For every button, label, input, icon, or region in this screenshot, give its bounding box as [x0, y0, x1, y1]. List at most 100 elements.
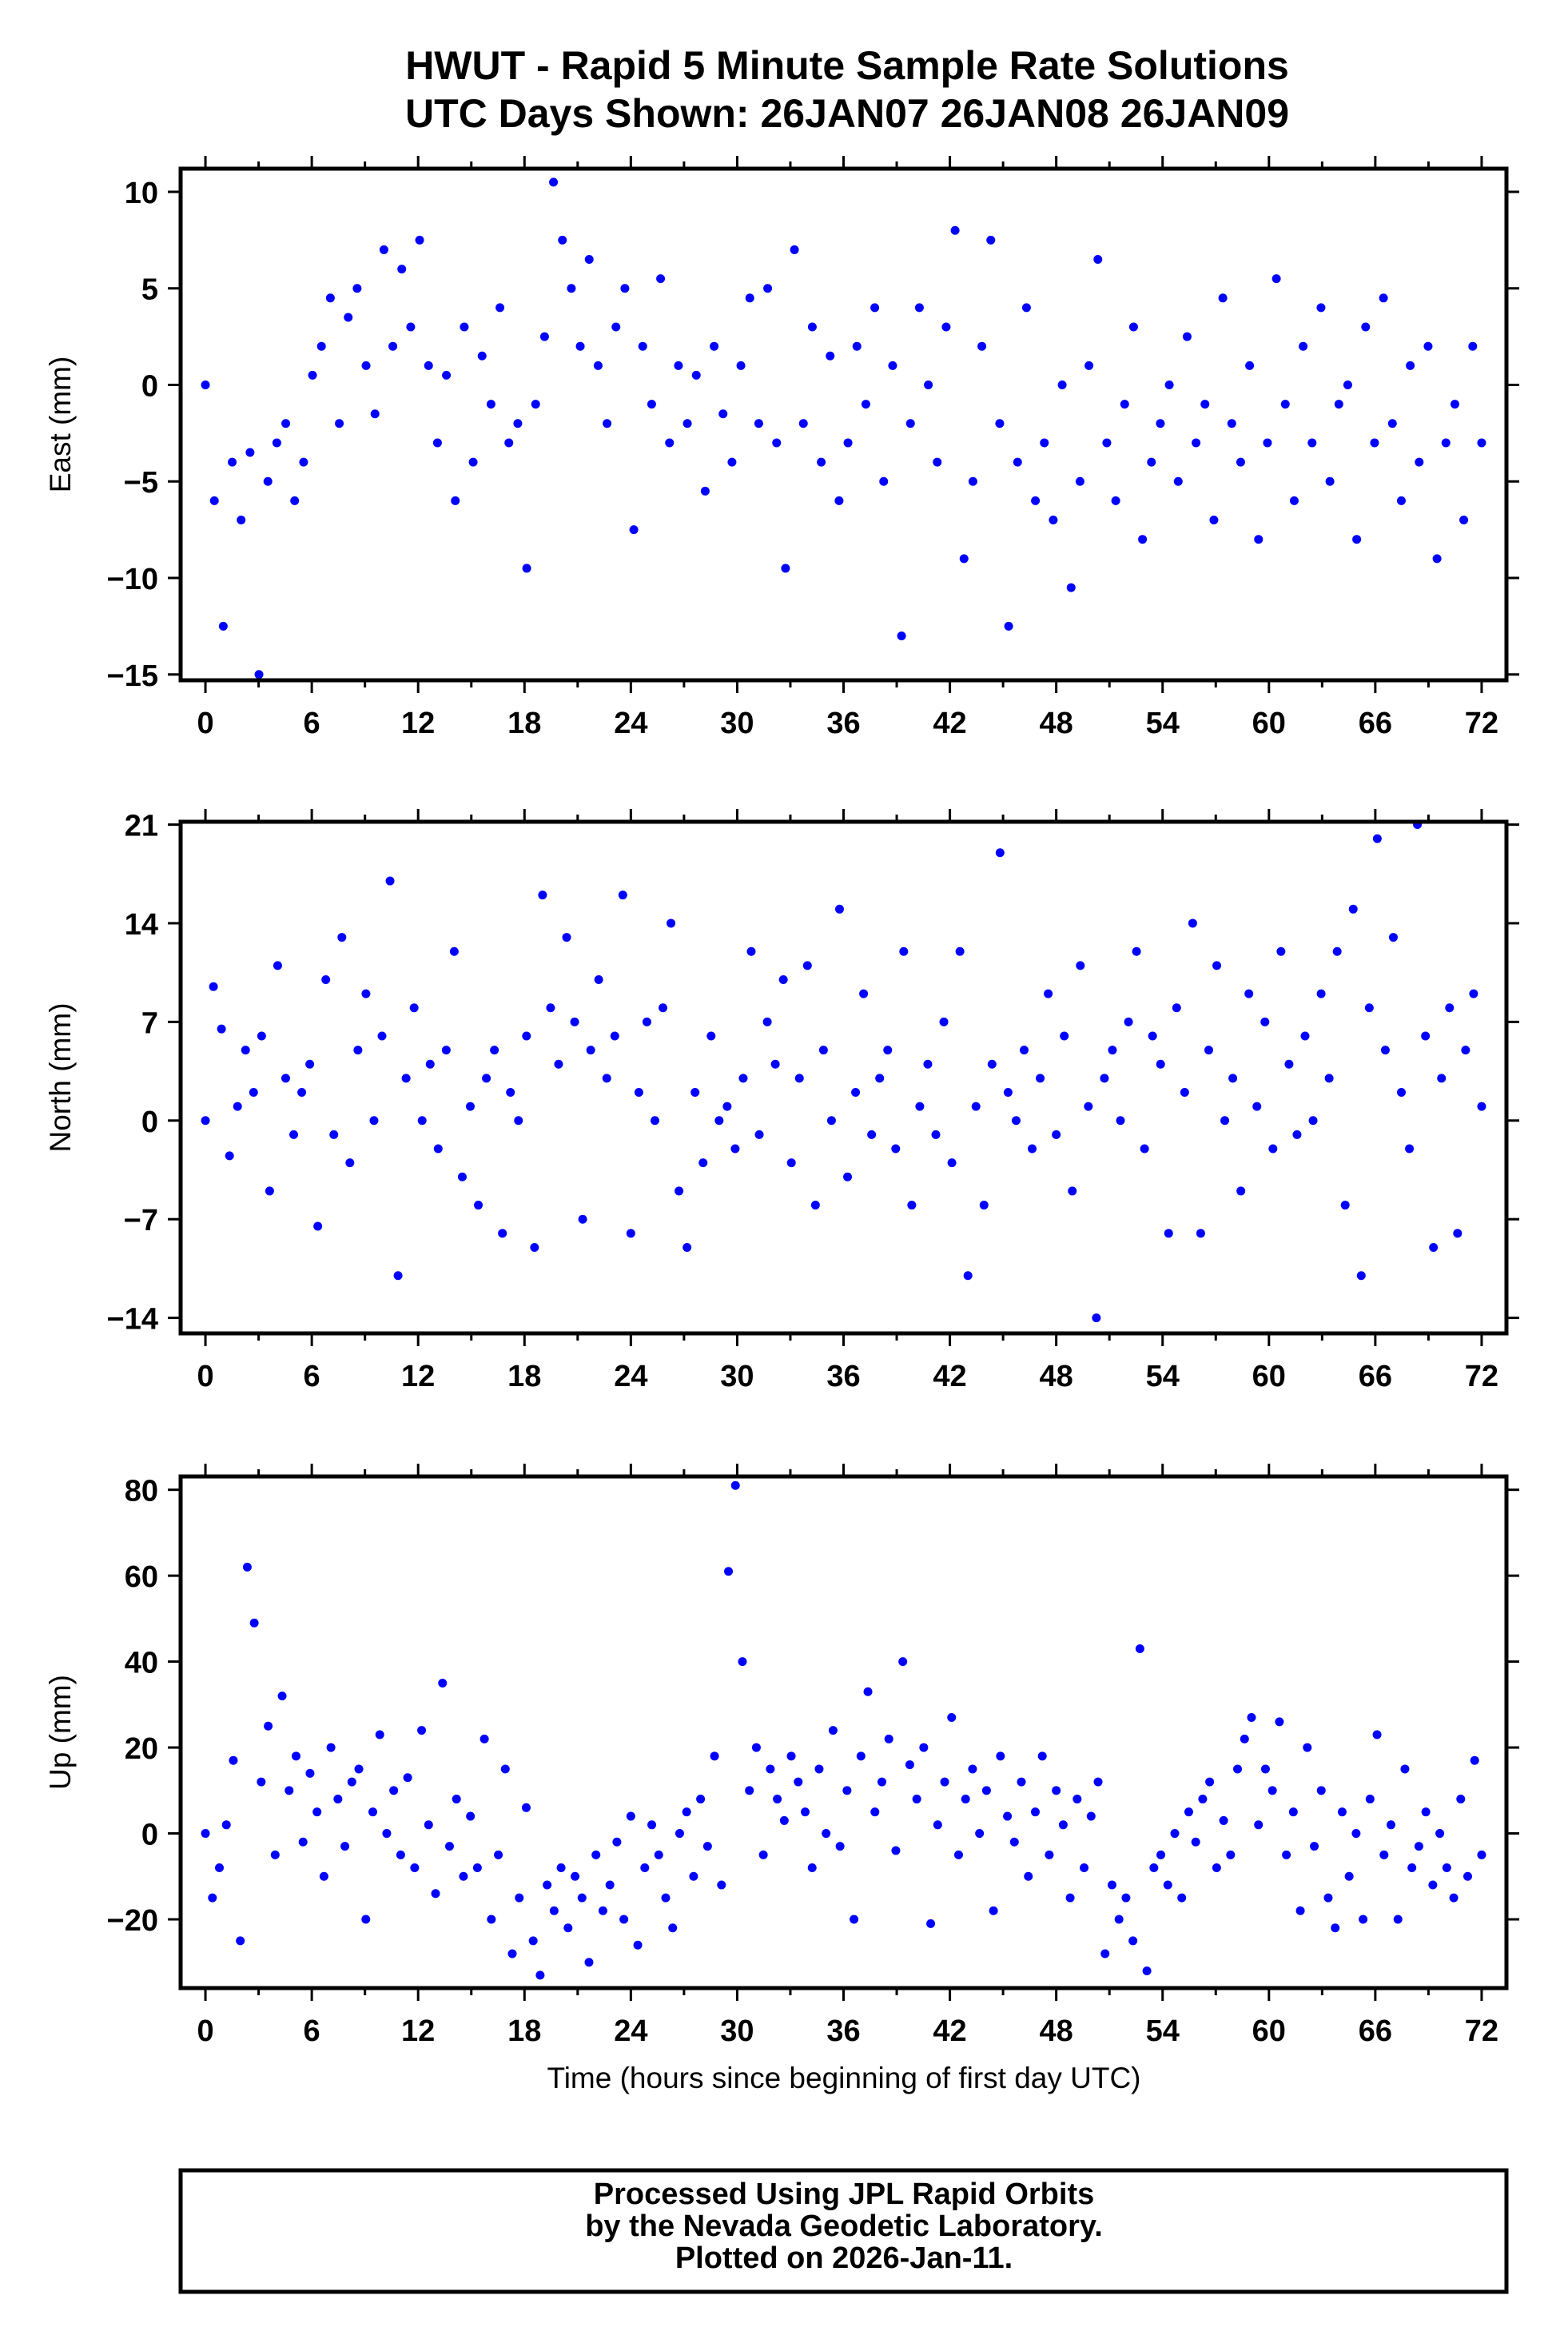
data-point-north [602, 1074, 611, 1083]
data-point-up [270, 1850, 280, 1859]
data-point-north [1324, 1074, 1334, 1083]
data-point-up [1344, 1871, 1354, 1881]
data-point-east [1164, 380, 1174, 389]
data-point-east [290, 496, 300, 505]
data-point-north [675, 1186, 684, 1196]
data-point-up [1359, 1915, 1368, 1924]
data-point-north [522, 1031, 531, 1041]
data-point-north [899, 946, 909, 956]
x-tick-label: 42 [933, 707, 966, 740]
data-point-up [905, 1760, 914, 1770]
data-point-up [1323, 1893, 1333, 1903]
data-point-north [650, 1116, 659, 1126]
data-point-up [215, 1863, 225, 1873]
data-point-north [810, 1201, 820, 1210]
data-point-up [1205, 1777, 1215, 1787]
data-point-north [578, 1214, 587, 1224]
data-point-north [506, 1088, 515, 1098]
data-point-north [257, 1031, 266, 1041]
data-point-east [1218, 293, 1228, 303]
y-tick-label: −5 [124, 466, 158, 500]
data-point-up [1184, 1807, 1193, 1817]
data-point-north [1252, 1102, 1262, 1111]
data-point-north [1188, 918, 1197, 928]
data-point-up [1247, 1712, 1256, 1722]
data-point-north [1076, 961, 1085, 970]
north-y-axis-label: North (mm) [44, 1002, 77, 1152]
data-point-east [477, 351, 487, 361]
data-point-up [1073, 1795, 1082, 1804]
data-point-east [1111, 496, 1120, 505]
data-point-north [1372, 834, 1382, 843]
data-point-east [1102, 438, 1112, 448]
data-point-up [1135, 1644, 1144, 1653]
data-point-up [305, 1768, 315, 1778]
data-point-north [1244, 989, 1254, 998]
data-point-north [626, 1229, 635, 1238]
y-tick-label: 60 [125, 1560, 158, 1594]
data-point-east [656, 274, 666, 284]
data-point-north [1300, 1031, 1310, 1041]
data-point-up [1009, 1837, 1019, 1847]
data-point-up [1100, 1949, 1110, 1958]
data-point-north [907, 1201, 917, 1210]
data-point-up [730, 1480, 740, 1490]
data-point-north [241, 1046, 250, 1055]
data-point-north [963, 1271, 973, 1281]
data-point-up [1456, 1795, 1466, 1804]
data-point-up [1449, 1893, 1459, 1903]
data-point-east [1272, 274, 1281, 284]
data-point-east [1415, 457, 1424, 467]
data-point-east [1192, 438, 1201, 448]
data-point-north [313, 1221, 323, 1231]
data-point-up [298, 1837, 308, 1847]
data-point-east [1316, 303, 1326, 313]
data-point-east [879, 476, 889, 486]
y-tick-label: 0 [141, 1819, 158, 1852]
x-tick-label: 24 [614, 1360, 647, 1393]
data-point-north [923, 1059, 933, 1069]
data-point-east [718, 409, 728, 419]
data-point-up [898, 1657, 908, 1667]
data-point-up [1065, 1893, 1075, 1903]
data-point-east [620, 284, 630, 293]
data-point-north [714, 1116, 724, 1126]
data-point-north [265, 1186, 274, 1196]
data-point-east [754, 419, 763, 428]
y-tick-label: 21 [125, 810, 158, 843]
data-point-up [668, 1923, 678, 1933]
data-point-north [594, 974, 603, 984]
data-point-north [1380, 1046, 1390, 1055]
east-plot-frame [178, 166, 1509, 683]
x-tick-label: 18 [507, 707, 541, 740]
data-point-north [1292, 1130, 1302, 1139]
data-point-up [654, 1850, 663, 1859]
data-point-north [409, 1003, 419, 1013]
data-point-up [340, 1842, 350, 1851]
data-point-up [1316, 1786, 1326, 1795]
y-tick-label: 5 [141, 273, 158, 307]
data-point-north [1397, 1088, 1407, 1098]
data-point-east [308, 370, 317, 380]
data-point-north [746, 946, 756, 956]
x-tick-label: 48 [1040, 1360, 1073, 1393]
data-point-north [698, 1158, 708, 1168]
data-point-east [299, 457, 308, 467]
data-point-east [924, 380, 933, 389]
x-tick-label: 0 [197, 707, 213, 740]
data-point-up [1310, 1842, 1319, 1851]
data-point-north [321, 974, 331, 984]
x-tick-label: 36 [826, 2014, 860, 2048]
data-point-up [535, 1970, 545, 1980]
data-point-north [1453, 1229, 1463, 1238]
data-point-north [1212, 961, 1222, 970]
x-tick-label: 6 [304, 707, 320, 740]
x-tick-label: 60 [1252, 707, 1286, 740]
data-point-up [487, 1915, 496, 1924]
data-point-up [312, 1807, 322, 1817]
data-point-east [1343, 380, 1352, 389]
footer-line-3: Plotted on 2026-Jan-11. [675, 2241, 1013, 2275]
y-tick-label: −15 [107, 659, 158, 693]
data-point-up [647, 1820, 657, 1830]
data-point-up [835, 1842, 845, 1851]
